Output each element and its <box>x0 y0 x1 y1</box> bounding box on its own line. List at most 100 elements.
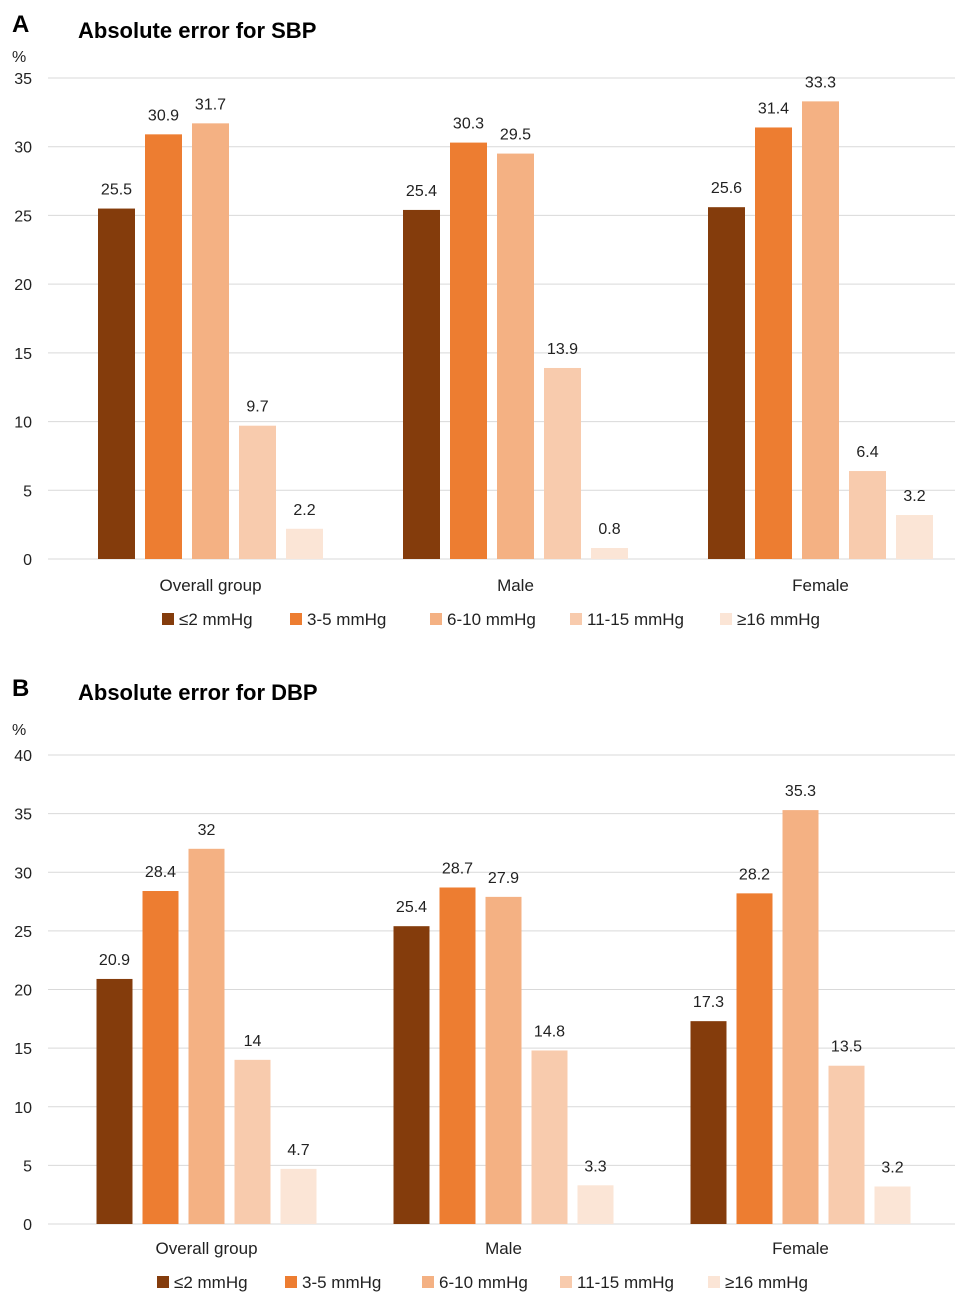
bar <box>280 1168 317 1224</box>
data-label: 28.4 <box>145 864 176 881</box>
bar <box>403 209 440 559</box>
bar <box>286 528 323 559</box>
bar <box>874 1186 911 1224</box>
data-label: 13.5 <box>831 1039 862 1056</box>
y-axis-ticks: 0 5 10 15 20 25 30 35 <box>14 71 32 569</box>
data-label: 6.4 <box>856 444 878 461</box>
data-label: 9.7 <box>246 399 268 416</box>
y-tick-label: 15 <box>14 1041 32 1058</box>
legend-label: 11-15 mmHg <box>577 1273 674 1292</box>
bars <box>98 101 933 560</box>
y-tick-label: 35 <box>14 807 32 824</box>
legend-label: 6-10 mmHg <box>447 610 536 629</box>
legend-label: 3-5 mmHg <box>302 1273 381 1292</box>
data-label: 25.5 <box>101 182 132 199</box>
bar <box>192 123 229 559</box>
bar <box>755 127 792 559</box>
bar <box>145 134 182 560</box>
bar <box>802 101 839 559</box>
bar <box>782 810 819 1224</box>
bar <box>96 978 133 1224</box>
y-tick-label: 0 <box>23 552 32 569</box>
bar <box>393 926 430 1224</box>
data-label: 4.7 <box>287 1142 309 1159</box>
bar <box>485 896 522 1224</box>
y-unit-label: % <box>12 722 26 739</box>
legend-swatch <box>157 1276 169 1288</box>
bar <box>234 1059 271 1224</box>
chart-title: Absolute error for SBP <box>78 18 316 43</box>
y-tick-label: 25 <box>14 208 32 225</box>
category-label: Overall group <box>159 576 261 595</box>
legend-swatch <box>162 613 174 625</box>
y-axis-ticks: 0 5 10 15 20 25 30 35 40 <box>14 748 32 1234</box>
panel-letter: B <box>12 675 29 702</box>
data-labels: 20.9 28.4 32 14 4.7 25.4 28.7 27.9 14.8 3.3 17.3 28… <box>99 783 904 1176</box>
data-label: 2.2 <box>293 502 315 519</box>
bar <box>142 891 179 1224</box>
y-tick-label: 15 <box>14 346 32 363</box>
legend-label: 3-5 mmHg <box>307 610 386 629</box>
legend-label: ≤2 mmHg <box>174 1273 248 1292</box>
bar <box>736 893 773 1224</box>
y-tick-label: 20 <box>14 983 32 1000</box>
bar <box>497 153 534 560</box>
y-tick-label: 20 <box>14 277 32 294</box>
data-label: 30.9 <box>148 107 179 124</box>
legend-label: 6-10 mmHg <box>439 1273 528 1292</box>
legend-swatch <box>560 1276 572 1288</box>
panel-b: B Absolute error for DBP % 0 5 10 15 20 25 30 3… <box>12 675 955 1292</box>
data-label: 0.8 <box>598 521 620 538</box>
data-label: 17.3 <box>693 994 724 1011</box>
bar <box>188 848 225 1224</box>
data-label: 28.7 <box>442 860 473 877</box>
data-label: 13.9 <box>547 341 578 358</box>
bar <box>98 208 135 560</box>
y-tick-label: 30 <box>14 865 32 882</box>
legend-label: ≤2 mmHg <box>179 610 253 629</box>
y-tick-label: 30 <box>14 140 32 157</box>
bar <box>544 367 581 559</box>
bar <box>239 425 276 559</box>
data-label: 25.4 <box>396 899 427 916</box>
legend: ≤2 mmHg 3-5 mmHg 6-10 mmHg 11-15 mmHg ≥16 mm… <box>162 610 820 629</box>
legend-swatch <box>720 613 732 625</box>
category-label: Female <box>792 576 849 595</box>
y-tick-label: 5 <box>23 1158 32 1175</box>
bar <box>828 1065 865 1224</box>
legend-label: ≥16 mmHg <box>725 1273 808 1292</box>
legend-label: 11-15 mmHg <box>587 610 684 629</box>
data-label: 3.2 <box>903 488 925 505</box>
y-tick-label: 25 <box>14 924 32 941</box>
legend-swatch <box>290 613 302 625</box>
bar <box>577 1185 614 1224</box>
category-label: Male <box>485 1239 522 1258</box>
data-label: 14.8 <box>534 1023 565 1040</box>
bar <box>591 548 628 559</box>
legend-swatch <box>430 613 442 625</box>
data-label: 25.4 <box>406 183 437 200</box>
bars <box>96 810 911 1224</box>
y-tick-label: 5 <box>23 483 32 500</box>
category-label: Overall group <box>155 1239 257 1258</box>
category-labels: Overall group Male Female <box>155 1239 828 1258</box>
legend-swatch <box>285 1276 297 1288</box>
data-label: 3.2 <box>881 1159 903 1176</box>
y-tick-label: 10 <box>14 1100 32 1117</box>
data-label: 33.3 <box>805 74 836 91</box>
data-label: 27.9 <box>488 870 519 887</box>
bar <box>690 1021 727 1224</box>
legend-swatch <box>708 1276 720 1288</box>
chart-title: Absolute error for DBP <box>78 680 318 705</box>
legend: ≤2 mmHg 3-5 mmHg 6-10 mmHg 11-15 mmHg ≥16 mm… <box>157 1273 808 1292</box>
y-tick-label: 0 <box>23 1217 32 1234</box>
data-label: 25.6 <box>711 180 742 197</box>
data-label: 32 <box>198 822 216 839</box>
bar <box>708 207 745 559</box>
bar <box>896 515 933 559</box>
y-tick-label: 35 <box>14 71 32 88</box>
data-label: 14 <box>244 1033 262 1050</box>
bar <box>439 887 476 1224</box>
y-tick-label: 10 <box>14 415 32 432</box>
